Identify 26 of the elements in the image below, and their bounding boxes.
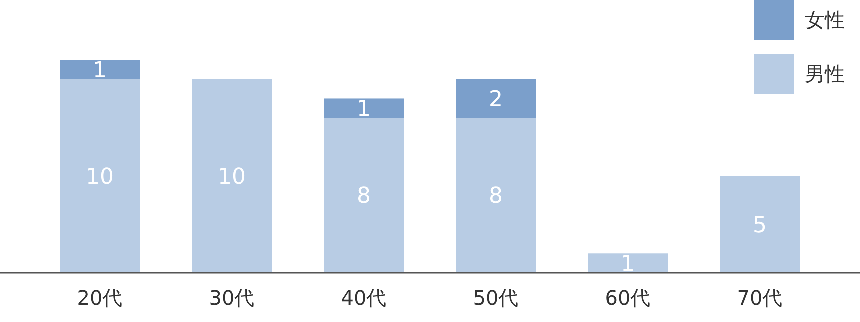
legend-label: 男性 bbox=[805, 62, 845, 86]
data-label: 10 bbox=[218, 164, 246, 190]
legend-label: 女性 bbox=[805, 8, 845, 32]
data-label: 1 bbox=[357, 97, 371, 122]
data-label: 1 bbox=[621, 252, 635, 278]
data-label: 8 bbox=[357, 184, 371, 210]
x-tick-label: 20代 bbox=[77, 286, 123, 310]
bar bbox=[324, 118, 404, 273]
bar bbox=[60, 60, 140, 80]
data-label: 2 bbox=[489, 87, 503, 112]
data-label: 8 bbox=[489, 184, 503, 210]
bar bbox=[192, 79, 272, 273]
bar bbox=[60, 79, 140, 273]
x-tick-label: 70代 bbox=[737, 286, 783, 310]
x-tick-label: 60代 bbox=[605, 286, 651, 310]
x-tick-label: 30代 bbox=[209, 286, 255, 310]
data-label: 10 bbox=[86, 164, 114, 190]
bar bbox=[456, 79, 536, 118]
bar bbox=[456, 118, 536, 273]
x-tick-label: 50代 bbox=[473, 286, 519, 310]
data-label: 1 bbox=[93, 58, 107, 84]
bar bbox=[588, 254, 668, 273]
x-tick-label: 40代 bbox=[341, 286, 387, 310]
data-label: 5 bbox=[753, 213, 767, 238]
bar bbox=[720, 176, 800, 273]
bar bbox=[324, 98, 404, 118]
